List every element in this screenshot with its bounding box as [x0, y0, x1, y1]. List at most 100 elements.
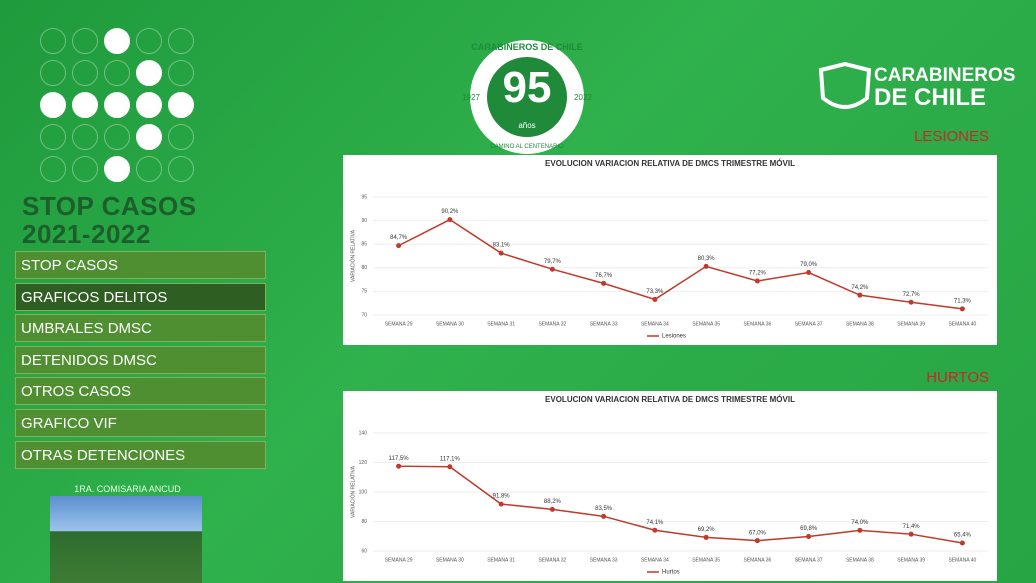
emblem-unit: años: [518, 121, 535, 130]
emblem-start: 1927: [462, 93, 480, 102]
x-tick-label: SEMANA 38: [846, 557, 874, 563]
x-tick-label: SEMANA 37: [795, 557, 823, 563]
data-label: 76,7%: [595, 273, 613, 279]
section-label: HURTOS: [789, 369, 989, 386]
x-tick-label: SEMANA 40: [948, 321, 976, 327]
emblem-motto: CAMINO AL CENTENARIO: [490, 144, 564, 150]
chart-title: EVOLUCION VARIACION RELATIVA DE DMCS TRI…: [545, 395, 795, 404]
x-tick-label: SEMANA 33: [590, 557, 618, 563]
y-axis-label: VARIACIÓN RELATIVA: [349, 465, 356, 518]
emblem: CARABINEROS DE CHILE 95 años 1927 2022 C…: [452, 38, 602, 156]
point: [652, 528, 657, 533]
y-tick-label: 90: [361, 218, 367, 224]
legend-label: Hurtos: [662, 570, 680, 576]
brand-line: DE CHILE: [874, 85, 1015, 111]
subtitle: 2021-2022: [22, 220, 197, 248]
point: [550, 267, 555, 272]
menu-item[interactable]: OTROS CASOS: [15, 377, 266, 405]
emblem-ring-text: CARABINEROS DE CHILE: [471, 42, 583, 52]
menu-item[interactable]: UMBRALES DMSC: [15, 314, 266, 342]
emblem-end: 2022: [574, 93, 592, 102]
x-tick-label: SEMANA 32: [538, 557, 566, 563]
point: [909, 300, 914, 305]
data-label: 74,0%: [851, 520, 869, 526]
x-tick-label: SEMANA 29: [385, 321, 413, 327]
menu-item[interactable]: GRAFICO VIF: [15, 409, 266, 437]
x-tick-label: SEMANA 35: [692, 321, 720, 327]
point: [396, 243, 401, 248]
y-tick-label: 120: [359, 460, 368, 466]
menu-item[interactable]: GRAFICOS DELITOS: [15, 283, 266, 311]
y-tick-label: 140: [359, 430, 368, 436]
data-label: 83,5%: [595, 506, 613, 512]
y-tick-label: 70: [361, 312, 367, 318]
point: [704, 264, 709, 269]
x-tick-label: SEMANA 32: [538, 321, 566, 327]
point: [755, 538, 760, 543]
point: [396, 464, 401, 469]
menu: STOP CASOS GRAFICOS DELITOS UMBRALES DMS…: [15, 251, 266, 472]
y-tick-label: 60: [361, 548, 367, 554]
x-tick-label: SEMANA 36: [743, 321, 771, 327]
point: [857, 528, 862, 533]
data-label: 80,3%: [698, 256, 716, 262]
x-tick-label: SEMANA 29: [385, 557, 413, 563]
point: [806, 270, 811, 275]
x-tick-label: SEMANA 30: [436, 321, 464, 327]
data-label: 88,2%: [544, 499, 562, 505]
point: [601, 281, 606, 286]
x-tick-label: SEMANA 38: [846, 321, 874, 327]
y-tick-label: 80: [361, 265, 367, 271]
y-tick-label: 85: [361, 242, 367, 248]
data-label: 84,7%: [390, 235, 408, 241]
point: [652, 297, 657, 302]
data-label: 71,3%: [954, 298, 972, 304]
x-tick-label: SEMANA 36: [743, 557, 771, 563]
station-photo: [50, 496, 202, 583]
sidebar-title: STOP CASOS 2021-2022: [22, 192, 197, 248]
menu-item[interactable]: DETENIDOS DMSC: [15, 346, 266, 374]
data-label: 73,3%: [646, 289, 664, 295]
brand-line: CARABINEROS: [874, 66, 1015, 85]
data-label: 67,0%: [749, 530, 767, 536]
point: [447, 464, 452, 469]
data-label: 74,1%: [646, 520, 664, 526]
line-chart: EVOLUCION VARIACION RELATIVA DE DMCS TRI…: [343, 155, 997, 345]
x-tick-label: SEMANA 37: [795, 321, 823, 327]
point: [550, 507, 555, 512]
data-label: 90,2%: [441, 209, 459, 215]
point: [704, 535, 709, 540]
menu-item[interactable]: OTRAS DETENCIONES: [15, 441, 266, 469]
x-tick-label: SEMANA 40: [948, 557, 976, 563]
point: [601, 514, 606, 519]
x-tick-label: SEMANA 39: [897, 557, 925, 563]
x-tick-label: SEMANA 31: [487, 321, 515, 327]
data-label: 79,0%: [800, 262, 818, 268]
x-tick-label: SEMANA 35: [692, 557, 720, 563]
station-label: 1RA. COMISARIA ANCUD: [50, 484, 205, 494]
point: [960, 306, 965, 311]
data-label: 91,8%: [493, 494, 511, 500]
point: [806, 534, 811, 539]
point: [755, 279, 760, 284]
x-tick-label: SEMANA 33: [590, 321, 618, 327]
data-label: 83,1%: [493, 243, 511, 249]
point: [857, 293, 862, 298]
chart-title: EVOLUCION VARIACION RELATIVA DE DMCS TRI…: [545, 159, 795, 168]
series-line: [399, 466, 963, 543]
data-label: 117,1%: [440, 456, 461, 462]
x-tick-label: SEMANA 34: [641, 557, 669, 563]
y-tick-label: 95: [361, 194, 367, 200]
x-tick-label: SEMANA 39: [897, 321, 925, 327]
title: STOP CASOS: [22, 192, 197, 220]
section-label: LESIONES: [789, 128, 989, 145]
menu-item[interactable]: STOP CASOS: [15, 251, 266, 279]
x-tick-label: SEMANA 34: [641, 321, 669, 327]
x-tick-label: SEMANA 30: [436, 557, 464, 563]
brand-shield: [815, 62, 875, 118]
point: [960, 541, 965, 546]
y-tick-label: 80: [361, 519, 367, 525]
dashboard: STOP CASOS 2021-2022 STOP CASOS GRAFICOS…: [0, 0, 1036, 583]
data-label: 69,8%: [800, 526, 818, 532]
data-label: 65,4%: [954, 533, 972, 539]
